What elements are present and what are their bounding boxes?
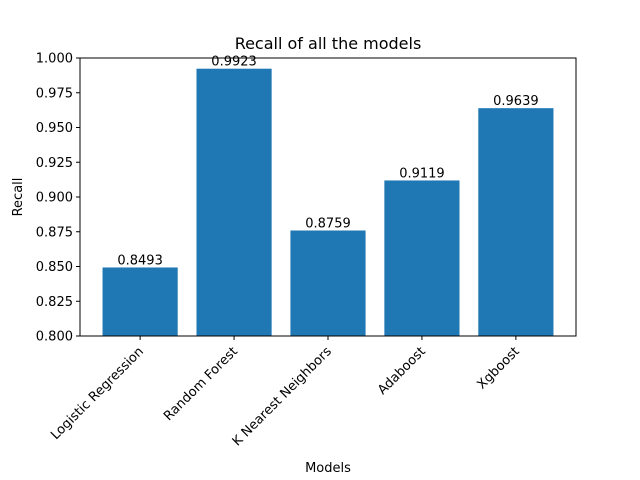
data-label-5: 0.9639 [493,94,539,109]
y-tick-label-2: 0.825 [36,295,73,310]
x-axis-label: Models [305,461,351,476]
chart-title: Recall of all the models [235,34,422,53]
x-tick-label-5: Xgboost [474,344,522,392]
data-label-1: 0.8493 [117,253,163,268]
y-tick-label-9: 1.000 [36,52,73,67]
y-tick-label-8: 0.975 [36,86,73,101]
y-tick-label-6: 0.925 [36,156,73,171]
bar-4 [384,180,460,336]
data-label-2: 0.9923 [211,55,257,70]
bar-5 [478,108,554,336]
x-tick-label-3: K Nearest Neighbors [230,344,335,449]
y-axis-label: Recall [11,178,26,217]
plot-frame [79,57,577,337]
bar-3 [290,230,366,336]
bar-2 [196,68,272,336]
x-tick-label-2: Random Forest [161,344,241,424]
data-label-3: 0.8759 [305,216,351,231]
y-tick-label-3: 0.850 [36,260,73,275]
y-tick-label-7: 0.950 [36,121,73,136]
bar-1 [102,267,178,336]
y-tick-label-5: 0.900 [36,191,73,206]
y-tick-label-4: 0.875 [36,225,73,240]
bars-group [102,68,554,336]
x-tick-label-4: Adaboost [375,344,429,398]
data-label-4: 0.9119 [399,166,445,181]
x-tick-label-1: Logistic Regression [48,344,147,443]
y-tick-label-1: 0.800 [36,330,73,345]
y-axis: 0.800 0.825 0.850 0.875 0.900 0.925 0.950 0.975… [36,52,80,345]
